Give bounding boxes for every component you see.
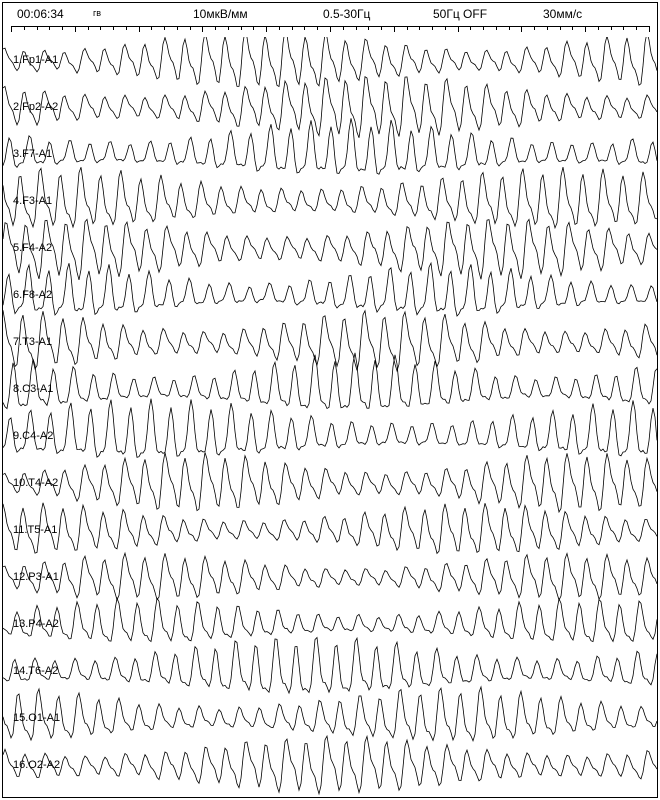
- sensitivity-label: 10мкВ/мм: [193, 7, 248, 21]
- eeg-frame: 00:06:34 гв 10мкВ/мм 0.5-30Гц 50Гц OFF 3…: [2, 2, 658, 798]
- bandpass-label: 0.5-30Гц: [323, 7, 370, 21]
- eeg-plot-area: 1.Fp1-A12.Fp2-A23.F7-A14.F3-A15.F4-A26.F…: [3, 37, 657, 797]
- notch-label: 50Гц OFF: [433, 7, 487, 21]
- speed-label: 30мм/с: [543, 7, 582, 21]
- mode-label: гв: [93, 8, 101, 18]
- timestamp-label: 00:06:34: [17, 7, 64, 21]
- eeg-trace: [3, 37, 657, 797]
- time-ruler: [11, 26, 649, 36]
- header-bar: 00:06:34 гв 10мкВ/мм 0.5-30Гц 50Гц OFF 3…: [3, 3, 657, 25]
